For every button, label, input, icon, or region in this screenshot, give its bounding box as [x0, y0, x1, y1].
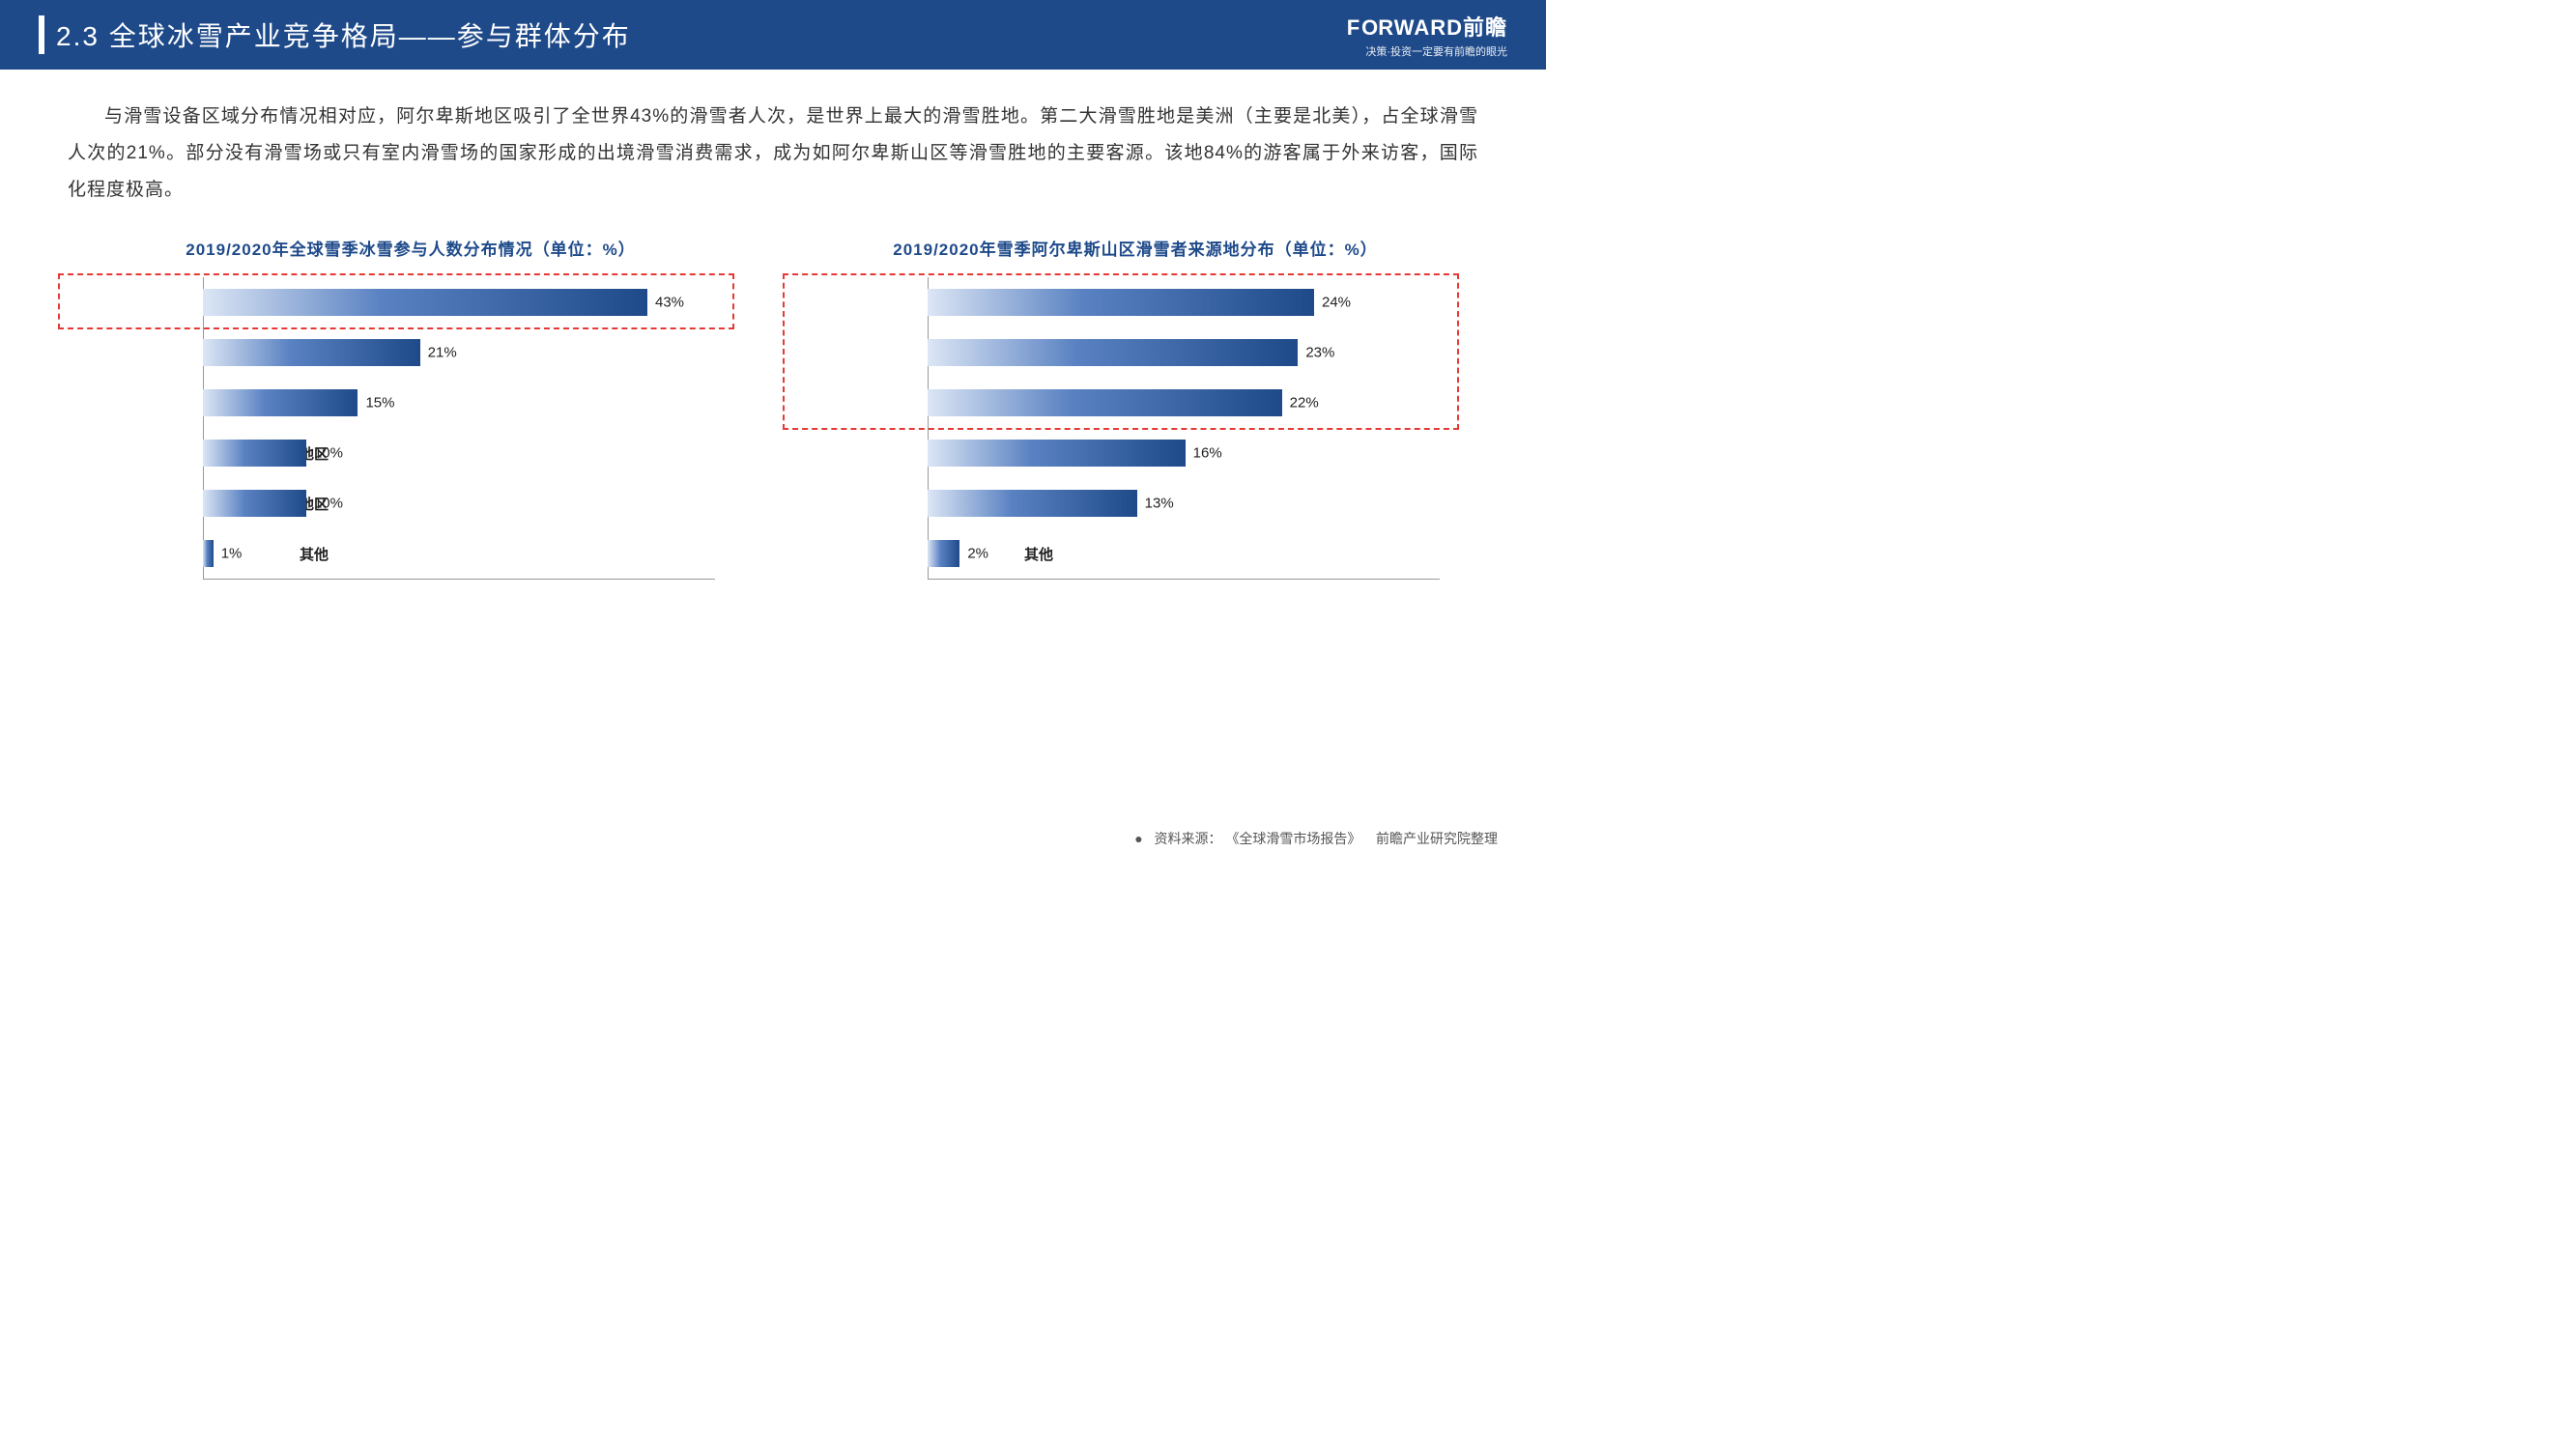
bar-value: 15%: [365, 395, 394, 412]
chart-right-title: 2019/2020年雪季阿尔卑斯山区滑雪者来源地分布（单位：%）: [792, 236, 1478, 260]
charts-row: 2019/2020年全球雪季冰雪参与人数分布情况（单位：%） 阿尔卑斯山区43%…: [68, 236, 1478, 598]
x-axis-line: [928, 579, 1440, 580]
bar-fill: 15%: [203, 389, 358, 416]
title-main: 全球冰雪产业竞争格局——参与群体分布: [109, 21, 631, 51]
bar-value: 13%: [1145, 496, 1174, 512]
bar-row: 美洲地区23%: [928, 327, 1478, 378]
x-axis-line: [203, 579, 715, 580]
bar-value: 10%: [314, 445, 343, 462]
bar-row: 其他2%: [928, 528, 1478, 579]
intro-paragraph: 与滑雪设备区域分布情况相对应，阿尔卑斯地区吸引了全世界43%的滑雪者人次，是世界…: [68, 99, 1478, 209]
slide-title: 2.3 全球冰雪产业竞争格局——参与群体分布: [56, 15, 631, 54]
bar-fill: 10%: [203, 440, 306, 467]
bar-value: 2%: [967, 546, 988, 562]
section-number: 2.3: [56, 21, 100, 51]
slide-header: 2.3 全球冰雪产业竞争格局——参与群体分布 FORWARD前瞻 决策·投资一定…: [0, 0, 1546, 70]
bar-value: 23%: [1305, 345, 1334, 361]
bar-value: 43%: [655, 295, 684, 311]
bullet-icon: ●: [1134, 831, 1142, 846]
chart-left: 2019/2020年全球雪季冰雪参与人数分布情况（单位：%） 阿尔卑斯山区43%…: [68, 236, 754, 598]
chart-right-bars: 西欧地区24%美洲地区23%亚太地区22%阿尔卑斯山区16%东欧及中亚地区13%…: [792, 277, 1478, 598]
logo-tagline: 决策·投资一定要有前瞻的眼光: [1347, 43, 1507, 59]
bar-row: 美洲地区21%: [203, 327, 754, 378]
bar-fill: 13%: [928, 490, 1137, 517]
bar-fill: 23%: [928, 339, 1298, 366]
bar-row: 亚太地区15%: [203, 378, 754, 428]
bar-value: 16%: [1193, 445, 1222, 462]
bar-value: 24%: [1322, 295, 1351, 311]
chart-right: 2019/2020年雪季阿尔卑斯山区滑雪者来源地分布（单位：%） 西欧地区24%…: [792, 236, 1478, 598]
source-doc: 《全球滑雪市场报告》: [1225, 831, 1360, 846]
source-org: 前瞻产业研究院整理: [1376, 831, 1498, 846]
bar-value: 10%: [314, 496, 343, 512]
source-label: 资料来源：: [1155, 831, 1222, 846]
bar-value: 22%: [1290, 395, 1319, 412]
logo-block: FORWARD前瞻 决策·投资一定要有前瞻的眼光: [1347, 11, 1507, 59]
bar-value: 21%: [428, 345, 457, 361]
bar-value: 1%: [221, 546, 243, 562]
bar-row: 其他1%: [203, 528, 754, 579]
chart-left-title: 2019/2020年全球雪季冰雪参与人数分布情况（单位：%）: [68, 236, 754, 260]
bar-row: 东欧及中亚地区10%: [203, 428, 754, 478]
bar-row: 西欧地区24%: [928, 277, 1478, 327]
source-line: ● 资料来源： 《全球滑雪市场报告》 前瞻产业研究院整理: [1134, 829, 1498, 848]
bar-fill: 10%: [203, 490, 306, 517]
bar-fill: 2%: [928, 540, 959, 567]
bar-fill: 1%: [203, 540, 214, 567]
chart-left-bars: 阿尔卑斯山区43%美洲地区21%亚太地区15%东欧及中亚地区10%西欧地区10%…: [68, 277, 754, 598]
logo-main: FORWARD前瞻: [1347, 11, 1507, 42]
bar-row: 阿尔卑斯山区43%: [203, 277, 754, 327]
bar-fill: 21%: [203, 339, 420, 366]
bar-row: 东欧及中亚地区13%: [928, 478, 1478, 528]
bar-fill: 22%: [928, 389, 1282, 416]
bar-row: 西欧地区10%: [203, 478, 754, 528]
title-accent-bar: [39, 15, 44, 54]
slide-body: 与滑雪设备区域分布情况相对应，阿尔卑斯地区吸引了全世界43%的滑雪者人次，是世界…: [0, 70, 1546, 598]
bar-fill: 16%: [928, 440, 1186, 467]
bar-row: 阿尔卑斯山区16%: [928, 428, 1478, 478]
title-block: 2.3 全球冰雪产业竞争格局——参与群体分布: [39, 15, 631, 54]
bar-fill: 24%: [928, 289, 1314, 316]
bar-row: 亚太地区22%: [928, 378, 1478, 428]
bar-fill: 43%: [203, 289, 647, 316]
